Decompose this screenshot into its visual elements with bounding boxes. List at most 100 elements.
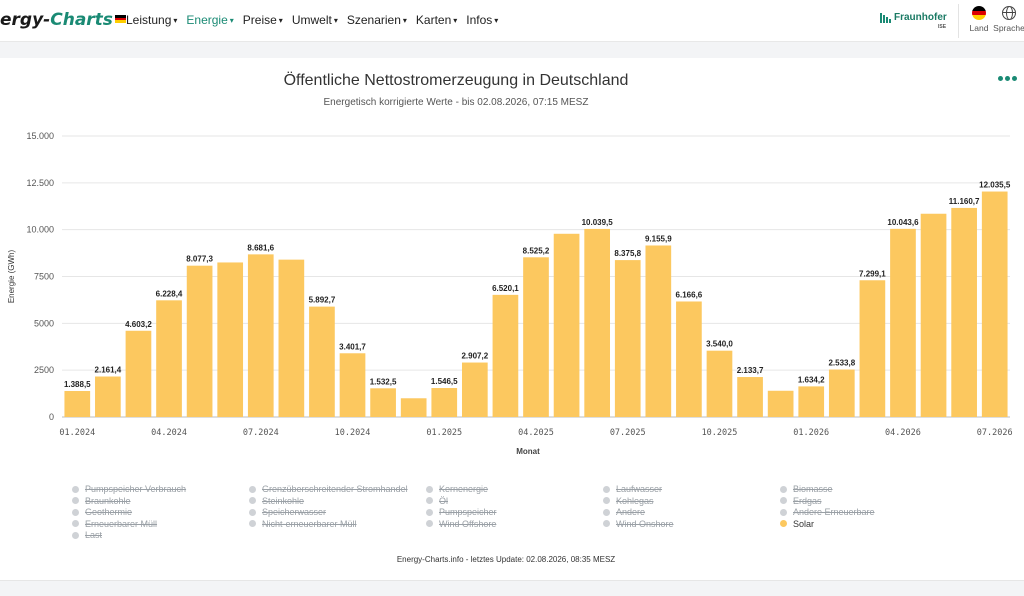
nav-item-karten[interactable]: Karten ▾	[416, 13, 457, 27]
legend-item[interactable]: Kernenergie	[426, 484, 603, 495]
data-label: 6.520,1	[492, 284, 519, 293]
nav-item-label: Umwelt	[291, 13, 332, 27]
bar-01.2024[interactable]	[64, 390, 91, 417]
legend-label: Speicherwasser	[262, 507, 327, 518]
bar-08.2024[interactable]	[278, 259, 305, 417]
data-label: 11.160,7	[949, 197, 980, 206]
legend-label: Erneuerbarer Müll	[85, 518, 158, 529]
bar-06.2024[interactable]	[217, 262, 244, 417]
legend-item[interactable]: Last	[72, 530, 249, 541]
bar-05.2025[interactable]	[553, 233, 580, 417]
bar-02.2025[interactable]	[461, 362, 488, 417]
legend-dot-icon	[780, 520, 787, 528]
chevron-down-icon: ▾	[278, 16, 283, 25]
legend-label: Laufwasser	[616, 484, 663, 495]
nav-item-umwelt[interactable]: Umwelt ▾	[292, 13, 338, 27]
fraunhofer-logo[interactable]: Fraunhofer ISE	[880, 12, 947, 30]
legend-dot-icon	[780, 497, 787, 505]
nav-item-szenarien[interactable]: Szenarien ▾	[347, 13, 407, 27]
legend-item[interactable]: Solar	[780, 519, 957, 530]
legend-item[interactable]: Erdgas	[780, 496, 957, 507]
main-menu: Leistung ▾ Energie ▾ Preise ▾ Umwelt ▾ Szenarien…	[126, 13, 507, 27]
bar-07.2025[interactable]	[614, 260, 641, 417]
bar-09.2025[interactable]	[676, 301, 702, 417]
legend-item[interactable]: Erneuerbarer Müll	[72, 519, 249, 530]
legend-item[interactable]: Grenzüberschreitender Stromhandel	[249, 484, 426, 495]
legend-label: Erdgas	[793, 495, 822, 506]
bar-05.2026[interactable]	[920, 213, 947, 417]
data-label: 10.039,5	[582, 218, 614, 227]
data-label: 4.603,2	[125, 320, 152, 329]
bar-06.2025[interactable]	[584, 228, 611, 417]
x-tick-label: 10.2024	[335, 428, 371, 438]
legend-item[interactable]: Steinkohle	[249, 496, 426, 507]
chevron-down-icon: ▾	[173, 16, 178, 25]
legend-item[interactable]: Braunkohle	[72, 496, 249, 507]
bar-04.2025[interactable]	[523, 257, 549, 417]
data-label: 3.540,0	[706, 340, 733, 349]
energy-charts-logo[interactable]: ergy-Charts	[0, 10, 126, 30]
bar-07.2024[interactable]	[247, 254, 274, 417]
bar-01.2025[interactable]	[431, 388, 458, 417]
legend-item[interactable]: Öl	[426, 496, 603, 507]
chevron-down-icon: ▾	[402, 16, 407, 25]
legend-item[interactable]: Wind Offshore	[426, 519, 603, 530]
nav-item-infos[interactable]: Infos ▾	[466, 13, 498, 27]
legend-item[interactable]: Nicht-erneuerbarer Müll	[249, 519, 426, 530]
bar-04.2024[interactable]	[156, 300, 182, 417]
nav-item-energie[interactable]: Energie ▾	[186, 13, 233, 27]
bar-02.2024[interactable]	[95, 376, 121, 417]
bar-10.2025[interactable]	[706, 350, 733, 417]
data-label: 3.401,7	[339, 342, 366, 351]
legend-label: Wind Onshore	[616, 518, 674, 529]
legend-item[interactable]: Laufwasser	[603, 484, 780, 495]
bar-01.2026[interactable]	[798, 386, 825, 417]
bar-07.2026[interactable]	[981, 191, 1008, 417]
legend-item[interactable]: Speicherwasser	[249, 507, 426, 518]
dot-icon	[998, 76, 1003, 81]
legend-item[interactable]: Pumpspeicher Verbrauch	[72, 484, 249, 495]
bar-09.2024[interactable]	[309, 306, 335, 417]
legend-item[interactable]: Geothermie	[72, 507, 249, 518]
bar-03.2024[interactable]	[125, 330, 152, 417]
legend-item[interactable]: Biomasse	[780, 484, 957, 495]
data-label: 8.681,6	[247, 243, 274, 252]
page-background-band-bottom	[0, 580, 1024, 596]
chevron-down-icon: ▾	[453, 16, 458, 25]
y-tick-label: 12.500	[26, 178, 54, 188]
legend-item[interactable]: Andere	[603, 507, 780, 518]
bar-12.2025[interactable]	[767, 390, 794, 417]
data-label: 2.533,8	[828, 359, 855, 368]
legend-dot-icon	[780, 485, 787, 493]
bar-04.2026[interactable]	[890, 228, 916, 417]
data-label: 1.388,5	[64, 380, 91, 389]
chart-legend: Pumpspeicher Verbrauch Grenzüberschreiten…	[72, 484, 972, 541]
chart-menu-button[interactable]	[998, 76, 1017, 81]
legend-item[interactable]: Kohlegas	[603, 496, 780, 507]
country-button[interactable]: Land	[963, 6, 995, 33]
y-tick-label: 15.000	[26, 131, 54, 141]
bar-05.2024[interactable]	[186, 265, 213, 417]
dot-icon	[1012, 76, 1017, 81]
bar-08.2025[interactable]	[645, 245, 672, 417]
bar-12.2024[interactable]	[400, 398, 427, 417]
bar-03.2026[interactable]	[859, 280, 886, 417]
bar-11.2024[interactable]	[370, 388, 396, 417]
bar-02.2026[interactable]	[828, 369, 855, 417]
nav-item-preise[interactable]: Preise ▾	[243, 13, 283, 27]
legend-item[interactable]: Wind Onshore	[603, 519, 780, 530]
chevron-down-icon: ▾	[333, 16, 338, 25]
legend-dot-icon	[426, 520, 433, 528]
bar-10.2024[interactable]	[339, 353, 366, 417]
bar-03.2025[interactable]	[492, 294, 519, 417]
dot-icon	[1005, 76, 1010, 81]
bar-06.2026[interactable]	[951, 207, 977, 417]
nav-item-leistung[interactable]: Leistung ▾	[126, 13, 177, 27]
language-button[interactable]: Sprache	[993, 6, 1024, 33]
y-tick-label: 10.000	[26, 225, 54, 235]
x-tick-label: 01.2026	[793, 428, 829, 438]
legend-label: Öl	[439, 495, 448, 506]
legend-item[interactable]: Pumpspeicher	[426, 507, 603, 518]
bar-11.2025[interactable]	[737, 377, 763, 417]
legend-item[interactable]: Andere Erneuerbare	[780, 507, 957, 518]
